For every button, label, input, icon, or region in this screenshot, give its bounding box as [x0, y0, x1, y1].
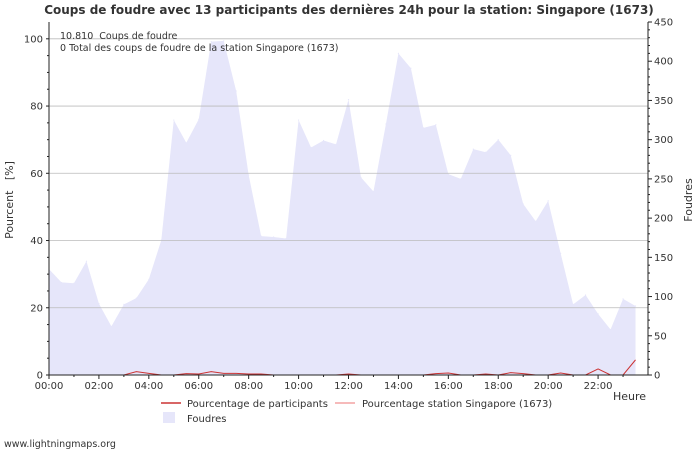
foudres-point [98, 303, 100, 305]
x-tick-label: 08:00 [234, 381, 263, 392]
legend-label-station: Pourcentage station Singapore (1673) [362, 399, 552, 410]
foudres-point [198, 118, 200, 120]
y-right-tick-label: 0 [654, 371, 660, 382]
foudres-point [123, 303, 125, 305]
x-tick-label: 20:00 [534, 381, 563, 392]
legend-label-foudres: Foudres [187, 414, 226, 425]
foudres-point [385, 123, 387, 125]
foudres-point [360, 176, 362, 178]
foudres-point [622, 298, 624, 300]
foudres-point [435, 124, 437, 126]
info-line-strikes: 10.810 Coups de foudre [60, 31, 178, 42]
foudres-point [310, 146, 312, 149]
x-axis-label: Heure [613, 390, 646, 403]
foudres-point [547, 200, 549, 202]
x-tick-label: 06:00 [184, 381, 213, 392]
x-tick-label: 10:00 [284, 381, 313, 392]
legend-swatch-foudres [163, 412, 175, 423]
foudres-point [297, 119, 300, 121]
foudres-point [535, 220, 537, 222]
footer-credit: www.lightningmaps.org [4, 439, 116, 450]
y-axis-left-label: Pourcent [%] [3, 161, 16, 239]
foudres-area [49, 40, 636, 376]
foudres-point [422, 127, 424, 129]
x-tick-label: 14:00 [384, 381, 413, 392]
foudres-point [572, 303, 574, 305]
foudres-point [210, 41, 212, 43]
foudres-point [185, 142, 187, 144]
y-left-tick-label: 20 [30, 303, 43, 314]
foudres-point [85, 260, 88, 262]
foudres-point [110, 325, 112, 327]
y-right-tick-label: 50 [654, 331, 667, 342]
foudres-area-layer [48, 40, 637, 376]
x-tick-label: 18:00 [484, 381, 513, 392]
foudres-point [585, 294, 587, 296]
y-right-tick-label: 300 [654, 135, 673, 146]
info-line-station-total: 0 Total des coups de foudre de la statio… [60, 43, 338, 54]
foudres-point [460, 178, 462, 180]
foudres-point [510, 154, 512, 156]
foudres-point [173, 119, 175, 121]
y-left-tick-label: 60 [30, 169, 43, 180]
y-right-tick-label: 150 [654, 253, 673, 264]
foudres-point [634, 305, 637, 307]
x-tick-label: 04:00 [134, 381, 163, 392]
y-left-tick-label: 40 [30, 236, 43, 247]
y-right-tick-label: 350 [654, 96, 673, 107]
foudres-point [522, 203, 524, 205]
chart-title: Coups de foudre avec 13 participants des… [44, 3, 654, 17]
y-axis-right-label: Foudres [682, 178, 695, 222]
foudres-point [497, 139, 499, 141]
foudres-point [397, 52, 400, 54]
y-left-tick-label: 100 [24, 34, 43, 45]
foudres-point [410, 67, 412, 69]
foudres-point [560, 252, 562, 255]
y-right-tick-label: 200 [654, 214, 673, 225]
x-tick-label: 12:00 [334, 381, 363, 392]
foudres-point [148, 278, 150, 280]
foudres-point [60, 281, 63, 284]
foudres-point [347, 99, 350, 101]
foudres-point [335, 143, 337, 145]
x-tick-label: 16:00 [434, 381, 463, 392]
legend-label-participants: Pourcentage de participants [187, 399, 328, 410]
x-tick-label: 00:00 [35, 381, 64, 392]
foudres-point [609, 328, 612, 331]
y-left-tick-label: 80 [30, 102, 43, 113]
foudres-point [248, 174, 250, 176]
foudres-point [472, 148, 474, 150]
foudres-point [223, 40, 225, 42]
foudres-point [597, 313, 599, 315]
foudres-point [135, 297, 137, 299]
y-right-tick-label: 400 [654, 57, 673, 68]
grid-layer [49, 38, 648, 309]
foudres-point [260, 235, 262, 237]
foudres-point [235, 90, 237, 92]
y-left-tick-label: 0 [37, 371, 43, 382]
foudres-point [322, 139, 325, 142]
foudres-point [73, 282, 75, 284]
foudres-point [285, 237, 287, 240]
y-right-tick-label: 100 [654, 292, 673, 303]
foudres-point [273, 236, 275, 238]
y-right-tick-label: 250 [654, 174, 673, 185]
x-tick-label: 02:00 [85, 381, 114, 392]
foudres-point [447, 173, 449, 175]
foudres-point [485, 151, 487, 153]
foudres-point [372, 190, 375, 193]
x-tick-label: 22:00 [584, 381, 613, 392]
legend: Pourcentage de participants Pourcentage … [161, 399, 552, 425]
y-right-tick-label: 450 [654, 18, 673, 29]
axes-layer: 0 20 40 60 80 100 0 50 100 150 200 250 300 350 400 450 0… [24, 18, 673, 393]
